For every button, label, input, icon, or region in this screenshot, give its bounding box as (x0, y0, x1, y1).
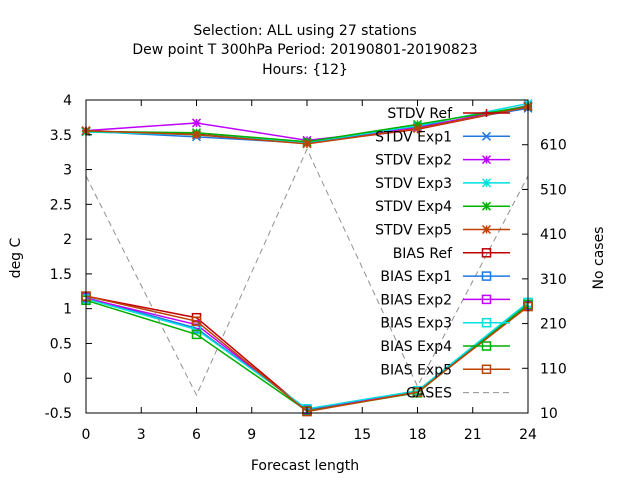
legend-item: CASES (406, 386, 510, 402)
legend-item: STDV Exp1 (375, 129, 510, 145)
legend-item: BIAS Exp3 (380, 316, 510, 332)
series-cases (85, 147, 529, 397)
y2-axis-label: No cases (591, 227, 607, 290)
x-tick-label: 15 (353, 427, 371, 443)
data-point (191, 130, 202, 140)
legend-label: STDV Exp3 (375, 176, 452, 192)
x-tick-label: 6 (192, 427, 201, 443)
legend-label: CASES (406, 386, 452, 402)
x-axis: 0 3 6 9 12 15 18 21 24 (82, 100, 537, 443)
y2-tick-label: 10 (540, 406, 558, 422)
data-point (191, 316, 202, 326)
data-point (302, 139, 312, 149)
legend-label: STDV Exp1 (375, 129, 452, 145)
y-tick-label: 0.5 (50, 336, 72, 352)
x-tick-label: 12 (298, 427, 316, 443)
legend-label: BIAS Exp2 (380, 292, 452, 308)
legend-marker (481, 341, 492, 351)
y2-tick-label: 210 (540, 317, 567, 333)
legend-label: STDV Exp4 (375, 199, 452, 215)
data-point (412, 387, 423, 397)
legend-item: STDV Exp4 (375, 199, 510, 215)
title-line-2: Dew point T 300hPa Period: 20190801-2019… (132, 42, 477, 58)
data-point (191, 118, 202, 128)
legend-item: BIAS Exp2 (380, 292, 510, 308)
legend-marker (481, 317, 492, 328)
legend-marker (481, 201, 492, 211)
data-point (191, 329, 202, 340)
legend-marker (481, 155, 492, 165)
y-tick-label: 0 (63, 371, 72, 387)
legend-item: STDV Exp5 (375, 223, 510, 239)
y2-tick-label: 510 (540, 182, 567, 198)
y-tick-label: 2 (63, 232, 72, 248)
legend-label: BIAS Exp1 (380, 269, 452, 285)
y-tick-label: 3 (63, 163, 72, 179)
title-line-1: Selection: ALL using 27 stations (193, 23, 416, 39)
chart-title: Selection: ALL using 27 stations Dew poi… (132, 23, 477, 78)
legend-marker (481, 248, 492, 258)
legend-marker (481, 294, 492, 305)
x-tick-label: 0 (82, 427, 91, 443)
legend-item: BIAS Exp4 (380, 339, 510, 355)
legend-marker (482, 109, 491, 117)
plot-area (81, 98, 533, 417)
legend-marker (481, 178, 492, 188)
legend-marker (481, 271, 492, 281)
x-tick-label: 3 (137, 427, 146, 443)
y-tick-label: 1.5 (50, 267, 72, 283)
y-tick-label: 2.5 (50, 197, 72, 213)
series-line (85, 297, 529, 412)
y-axis: -0.5 0 0.5 1 1.5 2 2.5 3 3.5 4 (45, 93, 92, 422)
x-tick-label: 24 (519, 427, 537, 443)
legend-item: BIAS Exp5 (380, 362, 510, 378)
legend-item: BIAS Ref (393, 246, 510, 262)
y2-tick-label: 310 (540, 272, 567, 288)
y2-tick-label: 110 (540, 361, 567, 377)
legend: STDV Ref STDV Exp1 STDV Exp2 STDV Exp3 STDV … (375, 106, 510, 402)
y-axis-label: deg C (8, 237, 24, 278)
legend-item: STDV Exp2 (375, 153, 510, 169)
y-tick-label: 3.5 (50, 128, 72, 144)
legend-item: BIAS Exp1 (380, 269, 510, 285)
x-tick-label: 21 (464, 427, 482, 443)
legend-item: STDV Exp3 (375, 176, 510, 192)
y-tick-label: 4 (63, 93, 72, 109)
y2-axis: 10 110 210 310 410 510 610 (522, 138, 567, 422)
y2-tick-label: 410 (540, 227, 567, 243)
legend-marker (481, 131, 492, 141)
legend-label: STDV Exp2 (375, 153, 452, 169)
legend-label: BIAS Exp5 (380, 362, 452, 378)
legend-marker (481, 364, 492, 375)
x-tick-label: 18 (409, 427, 427, 443)
y-tick-label: -0.5 (45, 406, 72, 422)
legend-label: STDV Exp5 (375, 223, 452, 239)
legend-label: BIAS Exp4 (380, 339, 452, 355)
y-tick-label: 1 (63, 302, 72, 318)
series-bias-exp3 (81, 294, 533, 414)
legend-label: BIAS Exp3 (380, 316, 452, 332)
x-axis-label: Forecast length (251, 458, 359, 474)
data-point (412, 119, 423, 129)
title-line-3: Hours: {12} (262, 62, 348, 78)
series-stdv-exp5 (81, 102, 533, 149)
data-point (412, 123, 423, 134)
series-line (85, 147, 529, 397)
legend-label: BIAS Ref (393, 246, 453, 262)
series-stdv-exp4 (81, 101, 533, 147)
legend-item: STDV Ref (387, 106, 510, 122)
x-tick-label: 9 (247, 427, 256, 443)
legend-marker (481, 224, 492, 235)
legend-label: STDV Ref (387, 106, 453, 122)
y2-tick-label: 610 (540, 138, 567, 154)
